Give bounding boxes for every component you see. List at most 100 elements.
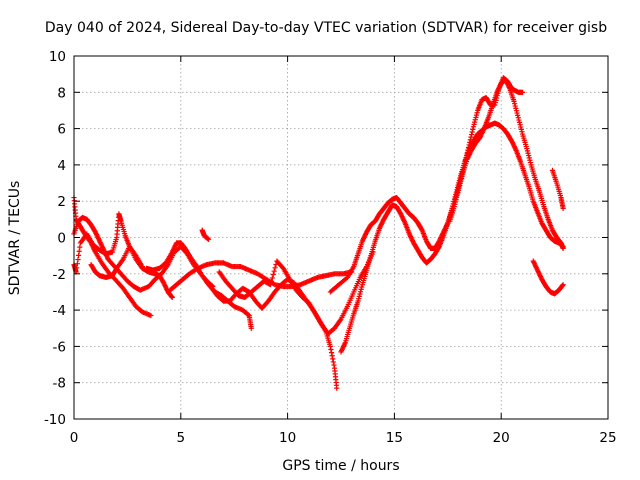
data-point [271,268,277,274]
data-point [74,265,80,271]
data-point [269,275,275,281]
data-point [560,282,566,288]
data-point [457,183,463,189]
data-point [527,159,534,166]
data-point [139,263,145,270]
data-point [356,293,362,299]
data-points [71,75,566,391]
data-point [514,110,520,116]
data-point [511,98,517,104]
data-point [272,265,278,271]
data-point [169,294,175,300]
data-point [525,150,531,156]
y-tick-label: 2 [57,194,66,210]
x-tick-label: 25 [599,430,616,446]
data-point [74,261,80,267]
data-point [75,252,82,258]
x-tick-label: 20 [493,430,510,446]
y-tick-label: 0 [57,231,66,247]
data-point [474,110,480,116]
y-tick-label: -2 [53,267,66,283]
series-track-d [88,243,145,281]
y-tick-label: 6 [57,122,66,138]
x-tick-label: 15 [386,430,403,446]
series-track-a [71,194,154,319]
data-point [327,343,333,349]
data-point [76,248,82,254]
data-point [455,187,462,193]
data-point [330,359,336,365]
y-tick-label: -10 [44,412,66,428]
axis-ticks [73,55,609,420]
data-point [519,129,525,135]
data-point [470,126,476,132]
series-track-e [144,240,254,331]
series-track-n [549,167,566,212]
data-point [518,126,524,132]
data-point [458,176,465,182]
data-point [518,124,524,130]
data-point [468,134,474,140]
series-track-m [530,258,566,297]
series-track-b [71,214,216,293]
data-point [452,199,459,205]
data-point [458,178,464,184]
data-point [205,236,212,242]
data-point [359,284,365,290]
data-point [559,282,566,289]
series-track-i [216,249,376,337]
data-point [270,271,276,278]
data-point [560,205,566,212]
data-point [330,356,336,362]
y-tick-label: -8 [53,376,66,392]
data-point [459,173,465,179]
data-point [512,103,518,109]
data-point [328,346,334,353]
data-point [454,194,460,200]
data-point [329,353,335,359]
x-tick-labels: 0 5 10 15 20 25 [70,430,617,446]
data-point [473,112,480,118]
series-track-g [199,227,212,242]
data-point [169,294,175,300]
x-tick-label: 0 [70,430,79,446]
chart-title: Day 040 of 2024, Sidereal Day-to-day VTE… [45,20,607,36]
data-point [472,119,478,125]
data-point [470,124,477,130]
y-tick-label: 8 [57,85,66,101]
data-point [451,204,457,210]
y-tick-label: 10 [49,49,66,65]
data-point [527,157,533,163]
data-point [334,385,340,391]
data-point [454,192,460,198]
data-point [328,350,335,356]
data-point [248,325,254,331]
data-point [455,190,461,196]
data-point [526,155,532,161]
data-point [473,114,479,121]
data-point [515,112,521,118]
data-point [358,286,364,292]
data-point [268,278,275,284]
data-point [357,289,364,295]
data-point [355,298,361,304]
series-track-h [208,276,340,391]
y-tick-labels: -10 -8 -6 -4 -2 0 2 4 6 8 10 [44,49,66,428]
data-point [524,145,530,152]
series-track-l [447,76,566,251]
data-point [469,129,475,135]
x-tick-label: 5 [177,430,186,446]
data-point [469,131,475,138]
data-point [331,362,337,368]
data-point [148,312,154,319]
grid-lines [74,56,608,419]
y-axis-title: SDTVAR / TECUs [7,181,23,296]
data-point [267,282,274,288]
data-point [513,108,520,114]
data-point [519,89,526,95]
y-tick-label: 4 [57,158,66,174]
y-tick-label: -4 [53,303,66,319]
x-tick-label: 10 [279,430,296,446]
data-point [560,245,566,251]
